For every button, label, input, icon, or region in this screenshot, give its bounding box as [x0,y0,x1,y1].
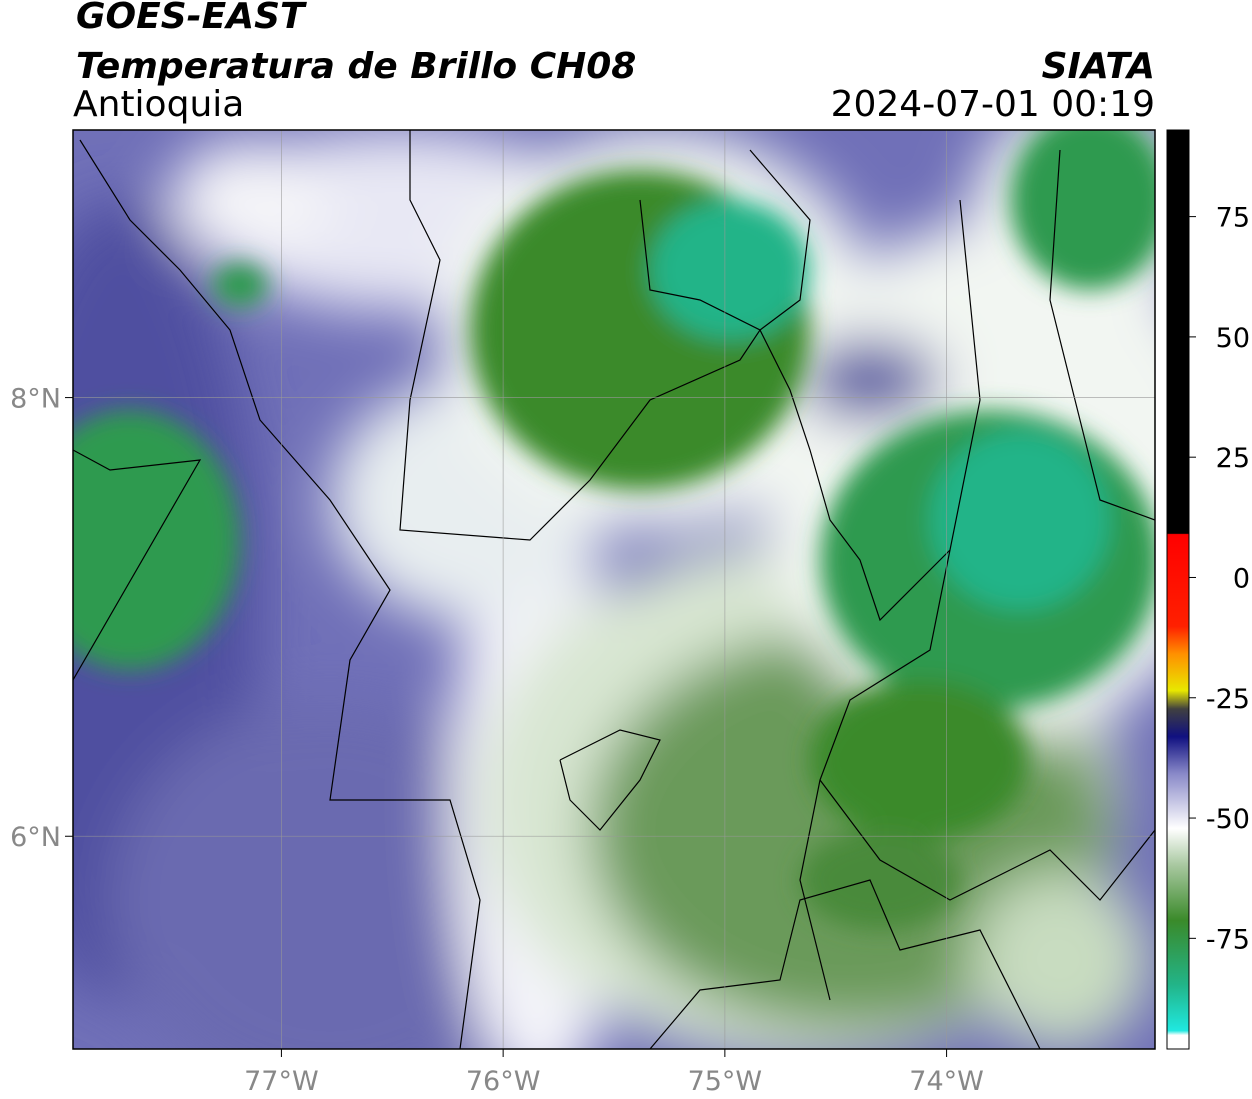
map-frame [72,129,1156,1050]
colorbar-tick-label: -50 [1206,804,1250,835]
y-tick-label: 6°N [10,822,61,853]
x-tick-label: 74°W [909,1066,984,1097]
colorbar-tick-label: 25 [1216,443,1250,474]
x-tick-label: 75°W [688,1066,763,1097]
satellite-image [73,130,1155,1049]
colorbar-tick-label: 50 [1216,323,1250,354]
subtitle: Temperatura de Brillo CH08 [76,46,636,87]
title: GOES-EAST [76,0,307,37]
colorbar [1166,129,1190,1050]
colorbar-tick-label: -25 [1206,684,1250,715]
source: SIATA [1042,46,1155,87]
graticule [73,130,1155,1049]
x-tick-label: 77°W [244,1066,319,1097]
colorbar-tick-label: -75 [1206,924,1250,955]
colorbar-tick-label: 0 [1233,563,1250,594]
x-tick-label: 76°W [466,1066,541,1097]
borders [73,130,1155,1049]
y-tick-label: 8°N [10,384,61,415]
colorbar-tick-label: 75 [1216,203,1250,234]
datetime: 2024-07-01 00:19 [831,84,1155,125]
region: Antioquia [73,84,244,125]
